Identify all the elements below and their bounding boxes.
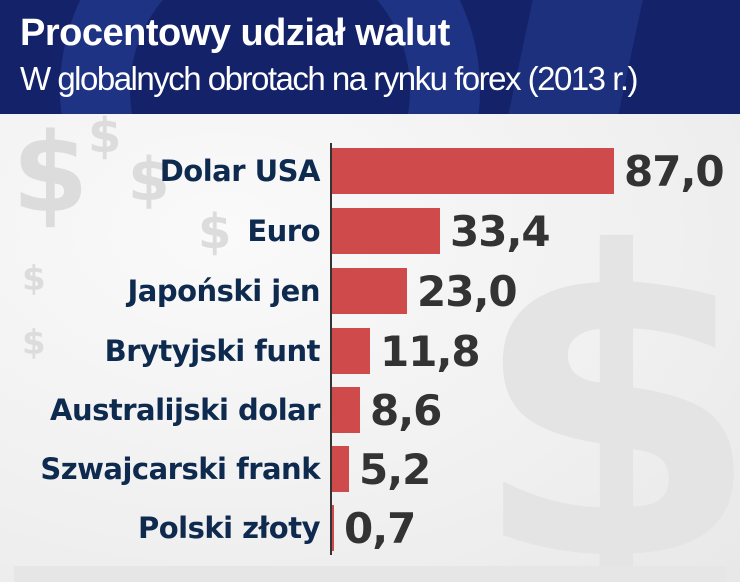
category-label: Euro <box>247 214 320 248</box>
header-band: Procentowy udział walut W globalnych obr… <box>0 0 740 114</box>
bar-row: Japoński jen 23,0 <box>0 267 740 316</box>
bar <box>332 268 407 314</box>
dollar-icon: $ <box>22 323 46 363</box>
category-label: Australijski dolar <box>50 393 320 427</box>
y-axis-line <box>330 143 332 555</box>
value-label: 0,7 <box>344 504 416 553</box>
value-label: 11,8 <box>380 327 481 376</box>
bar-row: Polski złoty 0,7 <box>0 504 740 553</box>
value-label: 23,0 <box>417 267 518 316</box>
dollar-icon: $ <box>22 259 46 299</box>
bar <box>332 505 334 551</box>
dollar-icon: $ <box>88 108 122 164</box>
dollar-icon: $ <box>198 204 232 260</box>
dollar-icon: $ <box>12 109 89 237</box>
value-label: 33,4 <box>450 207 551 256</box>
footer-strip <box>14 566 726 582</box>
bar <box>332 446 349 492</box>
chart-title: Procentowy udział walut <box>20 12 450 54</box>
value-label: 8,6 <box>370 386 442 435</box>
bar-row: Brytyjski funt 11,8 <box>0 327 740 376</box>
value-label: 5,2 <box>359 445 431 494</box>
bar-row: Euro 33,4 <box>0 207 740 256</box>
value-label: 87,0 <box>624 147 725 196</box>
category-label: Brytyjski funt <box>104 334 321 368</box>
bar <box>332 328 370 374</box>
category-label: Japoński jen <box>127 274 320 308</box>
chart-subtitle: W globalnych obrotach na rynku forex (20… <box>20 60 639 97</box>
bar-row: Australijski dolar 8,6 <box>0 386 740 435</box>
dollar-icon: $ <box>470 165 740 582</box>
dollar-icon: $ <box>128 145 170 215</box>
bar-row: Szwajcarski frank 5,2 <box>0 445 740 494</box>
bar <box>332 387 360 433</box>
bar <box>332 148 614 194</box>
category-label: Dolar USA <box>159 154 321 188</box>
category-label: Szwajcarski frank <box>40 452 320 486</box>
bar-row: Dolar USA 87,0 <box>0 147 740 196</box>
category-label: Polski złoty <box>137 511 321 545</box>
bar <box>332 208 440 254</box>
